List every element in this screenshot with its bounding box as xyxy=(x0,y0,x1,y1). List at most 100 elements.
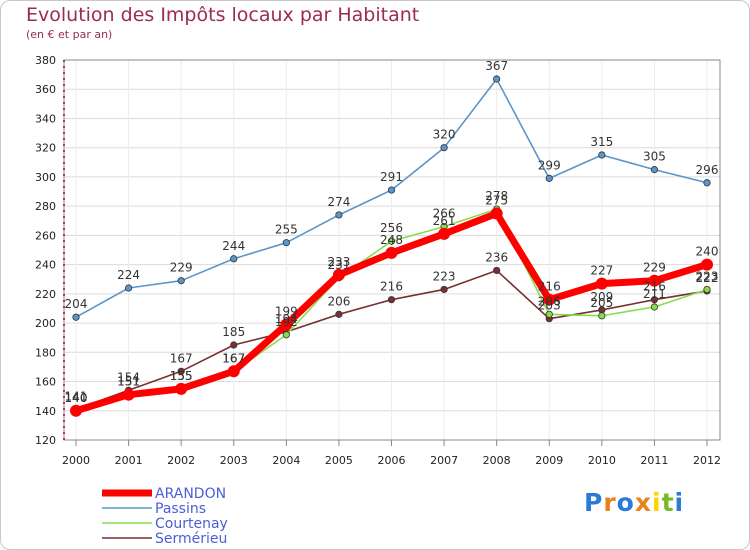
point-arandon-2006 xyxy=(385,246,398,259)
point-courtenay-2009 xyxy=(545,310,553,318)
point-passins-2009 xyxy=(545,174,553,182)
data-label-passins-2002: 229 xyxy=(170,261,193,275)
point-sermerieu-2002 xyxy=(177,367,185,375)
data-label-sermerieu-2009: 203 xyxy=(538,299,561,313)
x-tick-label-2002: 2002 xyxy=(167,454,195,467)
data-label-courtenay-2009: 206 xyxy=(538,294,561,308)
y-tick-label-280: 280 xyxy=(35,200,56,213)
data-label-passins-2001: 224 xyxy=(117,268,140,282)
point-arandon-2003 xyxy=(227,365,240,378)
point-passins-2001 xyxy=(124,284,133,292)
data-label-courtenay-2012: 223 xyxy=(696,269,719,283)
data-label-arandon-2001: 151 xyxy=(117,375,140,389)
x-tick-label-2003: 2003 xyxy=(220,454,248,467)
data-label-arandon-2002: 155 xyxy=(170,369,193,383)
y-tick-label-320: 320 xyxy=(35,142,56,155)
point-sermerieu-2003 xyxy=(230,341,238,349)
y-tick-label-260: 260 xyxy=(35,229,56,242)
data-label-courtenay-2000: 140 xyxy=(65,391,88,405)
y-tick-label-220: 220 xyxy=(35,288,56,301)
point-arandon-2012 xyxy=(701,258,713,271)
grid xyxy=(64,59,720,441)
data-label-arandon-2005: 233 xyxy=(327,255,350,269)
data-label-sermerieu-2004: 194 xyxy=(275,312,298,326)
point-sermerieu-2007 xyxy=(440,285,448,294)
x-tick-label-2005: 2005 xyxy=(325,454,353,467)
logo-letter: i xyxy=(652,488,662,517)
data-label-courtenay-2003: 167 xyxy=(222,351,245,365)
data-label-courtenay-2004: 192 xyxy=(275,315,298,329)
chart-subtitle: (en € et par an) xyxy=(26,28,113,41)
data-label-sermerieu-2001: 154 xyxy=(117,370,140,384)
data-label-arandon-2004: 199 xyxy=(275,305,298,319)
legend-entry-sermerieu: Sermérieu xyxy=(102,531,227,547)
data-label-sermerieu-2003: 185 xyxy=(222,325,245,339)
point-arandon-2002 xyxy=(175,382,188,395)
x-tick-label-2006: 2006 xyxy=(378,454,406,467)
data-label-arandon-2003: 167 xyxy=(222,351,245,365)
data-label-sermerieu-2006: 216 xyxy=(380,280,403,294)
data-label-passins-2006: 291 xyxy=(380,170,403,184)
point-passins-2006 xyxy=(387,186,396,194)
data-labels: 1411541671851942062162232362032092162221… xyxy=(65,59,719,405)
data-label-arandon-2006: 248 xyxy=(380,233,403,247)
logo-letter: x xyxy=(634,488,652,517)
point-arandon-2009 xyxy=(543,293,556,306)
y-tick-label-340: 340 xyxy=(35,112,56,125)
point-sermerieu-2008 xyxy=(493,266,501,275)
point-arandon-2005 xyxy=(332,268,345,281)
point-passins-2012 xyxy=(703,179,711,187)
y-tick-label-240: 240 xyxy=(35,259,56,272)
data-label-courtenay-2010: 205 xyxy=(590,296,613,310)
data-label-arandon-2009: 216 xyxy=(538,280,561,294)
point-passins-2010 xyxy=(598,151,606,159)
point-arandon-2011 xyxy=(648,274,661,287)
data-label-sermerieu-2000: 141 xyxy=(65,389,88,403)
legend-label-passins: Passins xyxy=(155,501,206,517)
y-tick-label-380: 380 xyxy=(35,54,56,67)
point-arandon-2008 xyxy=(490,207,503,220)
point-sermerieu-2011 xyxy=(650,296,659,304)
chart-title: Evolution des Impôts locaux par Habitant xyxy=(26,4,420,26)
y-tick-label-140: 140 xyxy=(35,405,56,418)
y-tick-label-300: 300 xyxy=(35,171,56,184)
point-arandon-2001 xyxy=(122,388,135,401)
point-courtenay-2011 xyxy=(650,303,659,311)
data-label-courtenay-2007: 266 xyxy=(433,207,456,221)
point-courtenay-2012 xyxy=(703,285,711,294)
data-label-passins-2003: 244 xyxy=(222,239,245,253)
point-arandon-2010 xyxy=(595,277,608,290)
point-passins-2007 xyxy=(440,144,448,152)
data-label-sermerieu-2005: 206 xyxy=(327,294,350,308)
data-label-arandon-2010: 227 xyxy=(590,264,613,278)
data-label-courtenay-2002: 155 xyxy=(170,369,193,383)
x-tick-label-2001: 2001 xyxy=(115,454,143,467)
data-label-sermerieu-2010: 209 xyxy=(590,290,613,304)
data-label-passins-2000: 204 xyxy=(65,297,88,311)
data-label-arandon-2011: 229 xyxy=(643,261,666,275)
data-label-courtenay-2008: 278 xyxy=(485,189,508,203)
data-label-arandon-2008: 275 xyxy=(485,193,508,207)
axes: 120 140 160 180 200 220 240 260 280 300 320 340 360 3… xyxy=(35,54,721,467)
data-label-arandon-2000: 140 xyxy=(65,391,88,405)
point-courtenay-2004 xyxy=(282,331,290,339)
data-label-arandon-2012: 240 xyxy=(696,245,719,259)
point-passins-2000 xyxy=(72,313,80,321)
logo-letter: o xyxy=(616,488,635,517)
point-sermerieu-2005 xyxy=(335,310,343,318)
logo-letter: r xyxy=(603,488,617,517)
x-tick-label-2011: 2011 xyxy=(640,454,668,467)
logo-letter: i xyxy=(674,488,685,517)
x-tick-label-2004: 2004 xyxy=(272,454,300,467)
x-tick-label-2010: 2010 xyxy=(588,454,616,467)
data-label-arandon-2007: 261 xyxy=(433,214,456,228)
data-label-passins-2005: 274 xyxy=(327,195,350,209)
legend-label-courtenay: Courtenay xyxy=(155,516,228,532)
x-tick-label-2009: 2009 xyxy=(535,454,563,467)
x-tick-label-2008: 2008 xyxy=(483,454,511,467)
point-sermerieu-2006 xyxy=(387,296,396,304)
y-tick-label-200: 200 xyxy=(35,317,56,330)
data-label-passins-2007: 320 xyxy=(433,128,456,142)
